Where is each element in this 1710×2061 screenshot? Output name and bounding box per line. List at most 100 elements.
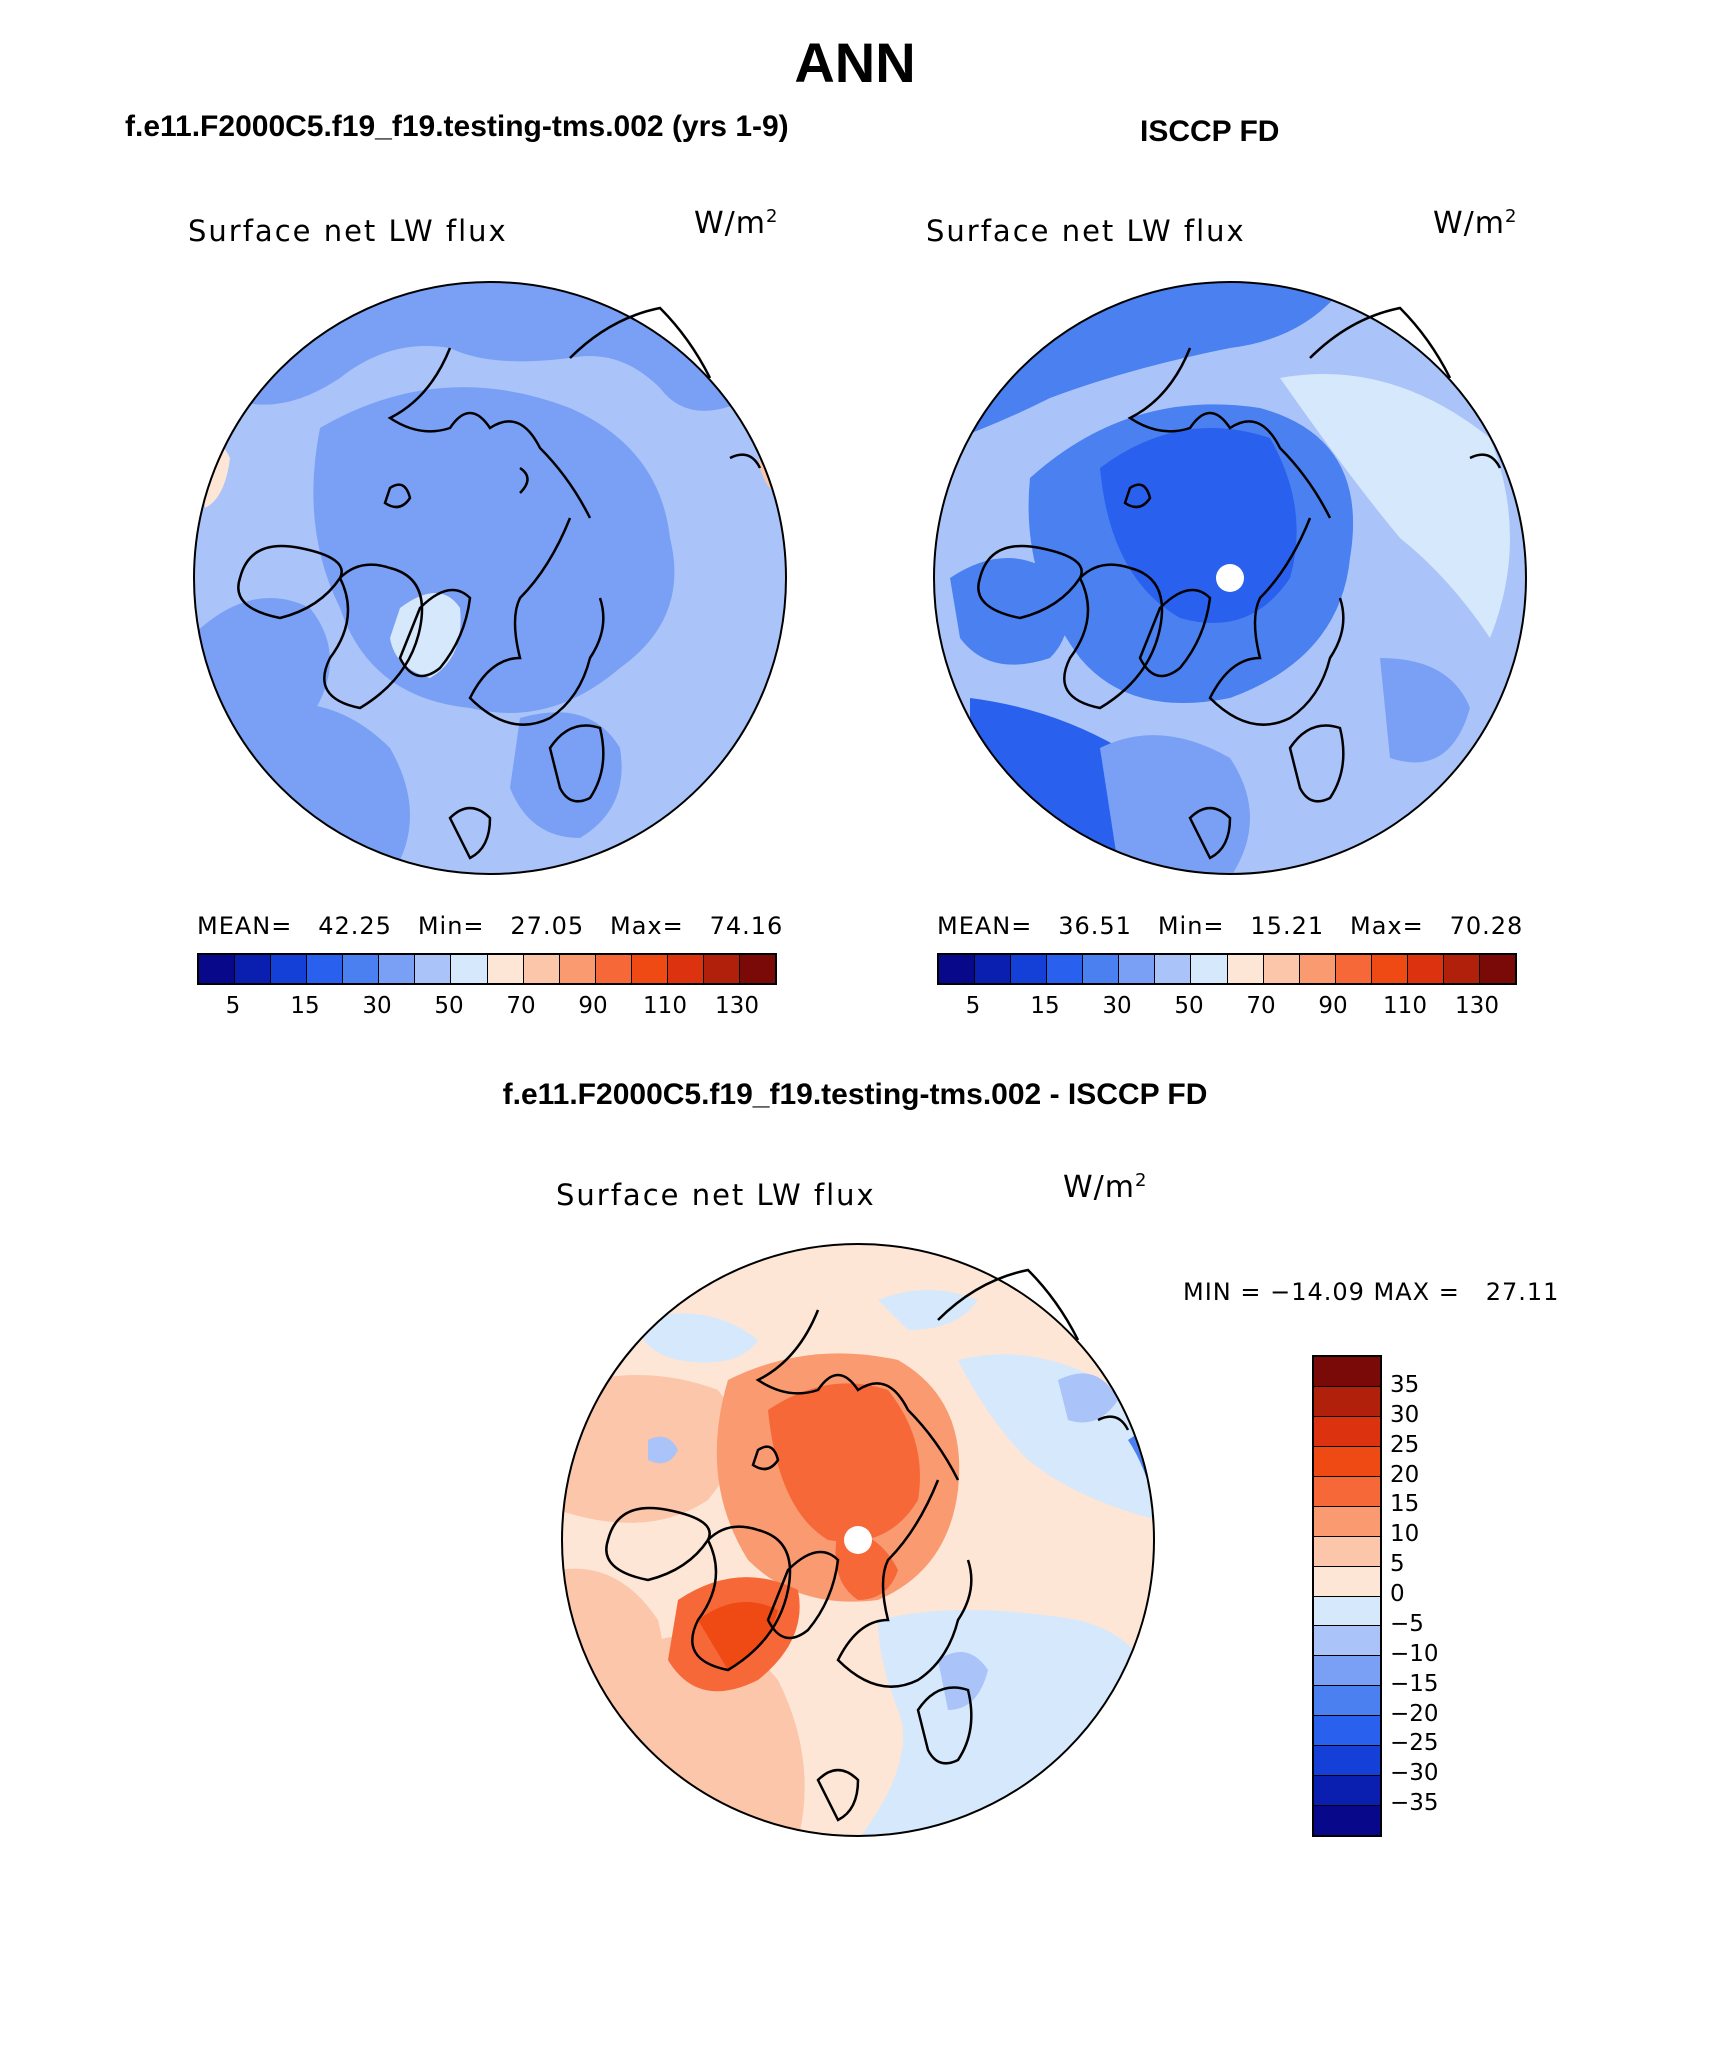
colorbar-tick-label: −5 <box>1390 1610 1424 1637</box>
colorbar-tick-label: 110 <box>643 993 687 1019</box>
colorbar-tick-label: 35 <box>1390 1371 1420 1398</box>
diff-colorbar <box>1312 1355 1382 1837</box>
colorbar-swatch <box>1314 1626 1380 1657</box>
diff-polar-map <box>561 1243 1155 1837</box>
panel2-units: W/m2 <box>1433 206 1518 241</box>
colorbar-swatch <box>1314 1686 1380 1717</box>
colorbar-tick-label: 0 <box>1390 1581 1405 1607</box>
colorbar-tick-label: −20 <box>1390 1700 1439 1727</box>
map-contour-region <box>1058 1373 1118 1423</box>
colorbar-swatch <box>1083 955 1120 983</box>
colorbar-tick-label: 90 <box>578 993 608 1019</box>
colorbar-swatch <box>1314 1716 1380 1747</box>
colorbar-tick-label: 50 <box>1174 993 1204 1019</box>
colorbar-swatch <box>703 955 740 983</box>
diff-units: W/m2 <box>1063 1170 1148 1205</box>
colorbar-tick-label: −30 <box>1390 1760 1439 1787</box>
colorbar-swatch <box>975 955 1012 983</box>
diff-variable-label: Surface net LW flux <box>556 1178 876 1212</box>
colorbar-tick-label: 5 <box>225 993 241 1019</box>
map-contour-region <box>938 1652 988 1710</box>
map-boundary <box>933 281 1527 875</box>
colorbar-swatch <box>1443 955 1480 983</box>
colorbar-tick-label: 30 <box>362 993 392 1019</box>
colorbar-swatch <box>451 955 488 983</box>
colorbar-swatch <box>1314 1476 1380 1507</box>
colorbar-swatch <box>667 955 704 983</box>
colorbar-tick-label: 15 <box>1030 993 1060 1019</box>
colorbar-tick-label: 30 <box>1390 1401 1420 1428</box>
colorbar-swatch <box>1371 955 1408 983</box>
colorbar-tick-label: −15 <box>1390 1670 1439 1697</box>
colorbar-swatch <box>415 955 452 983</box>
colorbar-tick-label: 10 <box>1390 1521 1420 1548</box>
panel1-colorbar <box>197 953 777 985</box>
panel2-case-title: ISCCP FD <box>1140 115 1280 148</box>
map-contour-region <box>768 1383 920 1542</box>
colorbar-swatch <box>1119 955 1156 983</box>
colorbar-swatch <box>1155 955 1192 983</box>
colorbar-tick-label: 5 <box>965 993 981 1019</box>
colorbar-swatch <box>1191 955 1228 983</box>
colorbar-tick-label: −35 <box>1390 1790 1439 1817</box>
coastlines <box>977 306 1502 860</box>
panel2-polar-map <box>933 281 1527 875</box>
diff-case-title: f.e11.F2000C5.f19_f19.testing-tms.002 - … <box>502 1078 1208 1111</box>
colorbar-swatch <box>235 955 272 983</box>
colorbar-swatch <box>307 955 344 983</box>
colorbar-tick-label: 15 <box>290 993 320 1019</box>
colorbar-tick-label: 30 <box>1102 993 1132 1019</box>
colorbar-swatch <box>559 955 596 983</box>
colorbar-swatch <box>739 955 775 983</box>
colorbar-swatch <box>1299 955 1336 983</box>
map-contour-region <box>934 418 950 478</box>
map-contour-region <box>510 712 622 838</box>
colorbar-tick-label: −25 <box>1390 1730 1439 1757</box>
colorbar-swatch <box>1314 1416 1380 1447</box>
colorbar-swatch <box>939 955 976 983</box>
colorbar-swatch <box>1314 1506 1380 1537</box>
map-contour-region <box>698 1602 778 1670</box>
colorbar-tick-label: 50 <box>434 993 464 1019</box>
colorbar-tick-label: 90 <box>1318 993 1348 1019</box>
colorbar-swatch <box>343 955 380 983</box>
pole-no-data-marker <box>844 1526 872 1554</box>
colorbar-swatch <box>1335 955 1372 983</box>
colorbar-swatch <box>1314 1746 1380 1777</box>
diff-stats: MIN = −14.09 MAX = 27.11 <box>1183 1278 1560 1306</box>
map-contour-region <box>858 1610 1154 1836</box>
panel1-stats: MEAN= 42.25 Min= 27.05 Max= 74.16 <box>197 912 784 940</box>
map-contour-region <box>1100 735 1250 874</box>
panel2-colorbar-ticks: 5 15 30 50 70 90 110 130 <box>937 993 1513 1023</box>
colorbar-swatch <box>487 955 524 983</box>
map-contour-region <box>638 1313 758 1363</box>
colorbar-swatch <box>1314 1776 1380 1807</box>
map-contour-region <box>390 593 461 678</box>
map-contour-region <box>562 1375 736 1523</box>
map-contour-region <box>1280 374 1510 638</box>
colorbar-swatch <box>1314 1566 1380 1597</box>
panel1-case-title: f.e11.F2000C5.f19_f19.testing-tms.002 (y… <box>125 110 789 143</box>
panel2-colorbar <box>937 953 1517 985</box>
colorbar-swatch <box>1047 955 1084 983</box>
colorbar-swatch <box>595 955 632 983</box>
colorbar-swatch <box>1407 955 1444 983</box>
colorbar-tick-label: 130 <box>715 993 759 1019</box>
colorbar-swatch <box>1263 955 1300 983</box>
coastlines <box>605 1268 1130 1822</box>
map-boundary <box>193 281 787 875</box>
map-contour-region <box>878 1290 978 1330</box>
colorbar-swatch <box>1479 955 1515 983</box>
panel1-variable-label: Surface net LW flux <box>188 214 508 248</box>
map-contour-region <box>648 1436 678 1464</box>
colorbar-swatch <box>1314 1596 1380 1627</box>
colorbar-swatch <box>523 955 560 983</box>
colorbar-tick-label: 70 <box>1246 993 1276 1019</box>
panel1-colorbar-ticks: 5 15 30 50 70 90 110 130 <box>197 993 773 1023</box>
diff-colorbar-ticks: 35 30 25 20 15 10 5 0 −5 −10 −15 −20 −25 −30 −35 <box>1390 1355 1510 1833</box>
colorbar-swatch <box>199 955 236 983</box>
map-boundary <box>561 1243 1155 1837</box>
colorbar-swatch <box>1227 955 1264 983</box>
colorbar-tick-label: 20 <box>1390 1461 1420 1488</box>
colorbar-swatch <box>1314 1386 1380 1417</box>
